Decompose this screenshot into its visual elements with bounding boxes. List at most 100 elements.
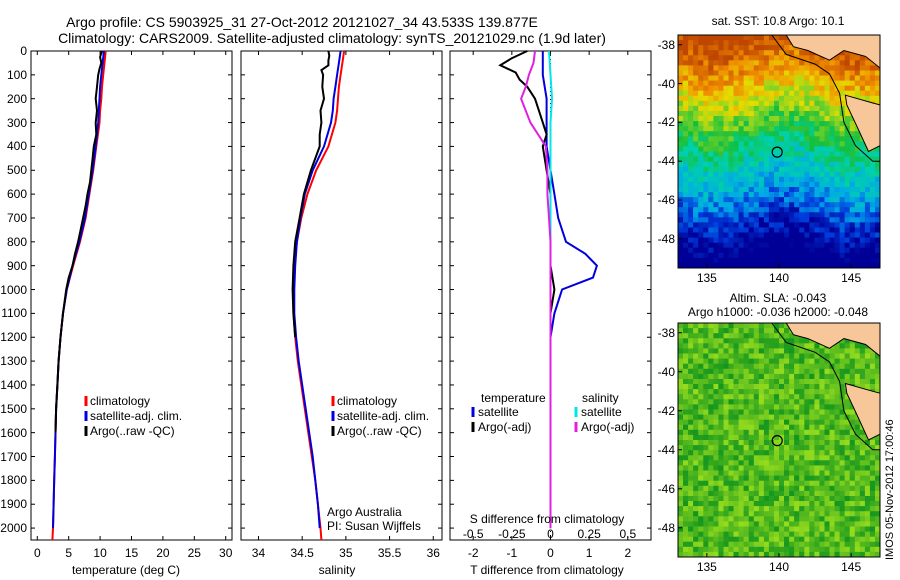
map-cell (814, 460, 820, 466)
map-cell (688, 227, 694, 233)
map-cell (748, 516, 755, 522)
map-cell (854, 222, 861, 228)
map-cell (774, 414, 780, 421)
map-cell (678, 121, 684, 127)
map-cell (819, 470, 825, 476)
map-cell (718, 100, 724, 107)
map-cell (819, 516, 825, 522)
x2-tick-label: 0 (547, 527, 554, 541)
map-cell (748, 363, 755, 370)
map-cell (784, 192, 790, 198)
map-cell (768, 348, 775, 354)
map-cell (854, 379, 861, 385)
map-cell (693, 40, 699, 46)
map-cell (799, 516, 805, 522)
annotation-institution: Argo Australia (327, 505, 402, 519)
map-cell (743, 389, 750, 395)
map-cell (688, 541, 694, 548)
map-cell (768, 521, 775, 527)
map-cell (804, 136, 810, 142)
map-cell (779, 546, 785, 553)
map-cell (738, 146, 745, 152)
map-cell (698, 348, 704, 354)
map-cell (869, 257, 876, 264)
map-x-tick-label: 145 (841, 271, 862, 285)
map-cell (703, 75, 709, 81)
map-cell (768, 445, 775, 451)
map-cell (834, 363, 840, 370)
map-cell (733, 480, 739, 487)
map-cell (844, 151, 851, 157)
map-cell (804, 262, 810, 269)
map-cell (703, 105, 709, 112)
map-cell (718, 485, 724, 492)
map-cell (849, 373, 856, 380)
map-cell (834, 521, 840, 527)
map-cell (849, 470, 856, 476)
map-cell (748, 353, 755, 359)
map-cell (829, 389, 835, 395)
map-cell (849, 242, 856, 249)
map-cell (849, 192, 856, 198)
map-cell (768, 373, 775, 380)
map-cell (779, 126, 785, 132)
map-cell (738, 501, 745, 507)
map-cell (849, 404, 856, 410)
map-cell (763, 55, 770, 61)
map-cell (824, 455, 830, 461)
map-cell (814, 363, 820, 370)
map-cell (794, 217, 800, 223)
map-cell (753, 434, 760, 441)
map-cell (784, 414, 790, 421)
map-cell (748, 455, 755, 461)
map-cell (708, 176, 714, 183)
map-cell (875, 75, 881, 81)
map-cell (713, 368, 719, 375)
map-cell (678, 414, 684, 421)
map-cell (738, 546, 745, 553)
map-cell (718, 146, 724, 152)
map-cell (829, 384, 835, 390)
map-cell (738, 257, 745, 264)
map-cell (758, 247, 765, 254)
map-cell (733, 409, 739, 415)
map-cell (758, 262, 765, 269)
map-cell (804, 156, 810, 163)
map-cell (804, 470, 810, 476)
map-cell (809, 506, 815, 512)
map-cell (733, 445, 739, 451)
map-cell (728, 490, 734, 497)
map-cell (859, 222, 866, 228)
map-cell (774, 404, 780, 410)
map-cell (698, 197, 704, 203)
map-cell (768, 171, 775, 178)
map-cell (728, 501, 734, 507)
map-cell (738, 55, 745, 61)
map-cell (748, 146, 755, 152)
map-cell (688, 156, 694, 163)
map-cell (768, 323, 775, 329)
map-cell (859, 262, 866, 269)
map-cell (839, 232, 846, 238)
map-cell (824, 379, 830, 385)
map-cell (844, 197, 851, 203)
map-cell (849, 166, 856, 173)
map-cell (728, 358, 734, 365)
map-cell (723, 475, 729, 482)
map-cell (844, 506, 851, 512)
map-cell (789, 333, 795, 339)
map-cell (758, 343, 765, 349)
map-cell (804, 75, 810, 81)
map-cell (824, 404, 830, 410)
map-cell (854, 70, 861, 76)
map-cell (683, 323, 689, 329)
map-cell (713, 353, 719, 359)
map-cell (763, 85, 770, 92)
map-cell (743, 217, 750, 223)
map-cell (768, 75, 775, 81)
map-cell (733, 60, 739, 66)
map-cell (814, 475, 820, 482)
map-cell (678, 176, 684, 183)
map-cell (728, 136, 734, 142)
map-cell (718, 151, 724, 157)
